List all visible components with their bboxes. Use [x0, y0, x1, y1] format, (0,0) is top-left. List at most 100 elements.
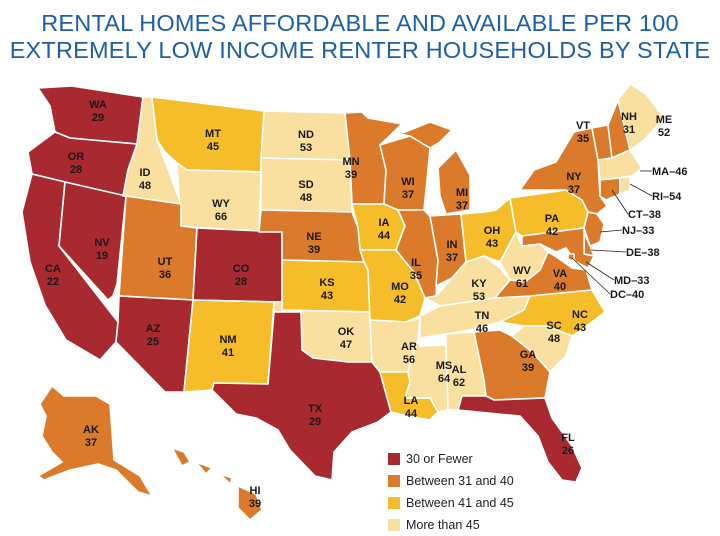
state-value-SD: 48: [300, 192, 312, 204]
legend: 30 or Fewer Between 31 and 40 Between 41…: [388, 448, 558, 536]
state-value-NY: 37: [568, 184, 580, 196]
legend-swatch: [388, 453, 400, 465]
state-TX[interactable]: [211, 311, 392, 481]
state-value-WY: 66: [215, 211, 227, 223]
state-RI[interactable]: [619, 176, 631, 195]
leader-lines: [571, 170, 653, 295]
state-abbr-NV: NV: [94, 237, 110, 249]
state-value-AL: 62: [453, 377, 465, 389]
state-value-NV: 19: [96, 250, 108, 262]
state-abbr-NM: NM: [219, 334, 236, 346]
state-abbr-FL: FL: [561, 432, 575, 444]
state-abbr-WA: WA: [89, 99, 107, 111]
state-value-VA: 40: [554, 281, 566, 293]
state-GA[interactable]: [473, 329, 551, 401]
state-abbr-NY: NY: [566, 171, 582, 183]
state-abbr-MS: MS: [436, 360, 453, 372]
legend-swatch: [388, 519, 400, 531]
state-value-IL: 35: [410, 270, 422, 282]
state-value-KS: 43: [321, 290, 333, 302]
state-abbr-MN: MN: [342, 156, 359, 168]
state-callout-RI: RI–54: [652, 191, 682, 203]
state-abbr-UT: UT: [158, 256, 173, 268]
state-NM[interactable]: [183, 299, 275, 393]
state-abbr-VA: VA: [553, 268, 568, 280]
state-value-MS: 64: [438, 373, 451, 385]
state-callout-NJ: NJ–33: [622, 225, 654, 237]
state-value-AK: 37: [85, 437, 97, 449]
state-value-MI: 37: [456, 200, 468, 212]
legend-label: Between 31 and 40: [406, 474, 514, 488]
title-line-1: RENTAL HOMES AFFORDABLE AND AVAILABLE PE…: [41, 10, 679, 36]
state-abbr-OR: OR: [68, 151, 85, 163]
map-title: RENTAL HOMES AFFORDABLE AND AVAILABLE PE…: [0, 10, 720, 64]
state-abbr-GA: GA: [520, 349, 537, 361]
state-abbr-AR: AR: [401, 341, 417, 353]
state-value-HI: 39: [249, 498, 261, 510]
state-abbr-CA: CA: [45, 263, 61, 275]
state-CT[interactable]: [599, 177, 621, 201]
state-abbr-ID: ID: [140, 167, 151, 179]
state-value-ND: 53: [300, 142, 312, 154]
state-abbr-HI: HI: [250, 485, 261, 497]
state-value-MT: 45: [207, 141, 219, 153]
legend-label: 30 or Fewer: [406, 452, 473, 466]
state-value-TX: 29: [309, 416, 321, 428]
state-value-CA: 22: [47, 276, 59, 288]
state-value-FL: 26: [562, 445, 574, 457]
state-abbr-KS: KS: [319, 277, 334, 289]
state-abbr-NC: NC: [572, 309, 588, 321]
state-value-AZ: 25: [147, 336, 159, 348]
state-abbr-IA: IA: [379, 217, 390, 229]
state-value-MO: 42: [394, 294, 406, 306]
state-abbr-IL: IL: [411, 257, 421, 269]
state-abbr-CO: CO: [233, 263, 250, 275]
state-AK[interactable]: [37, 385, 153, 497]
state-value-OH: 43: [486, 238, 498, 250]
state-value-WI: 37: [402, 189, 414, 201]
state-value-TN: 46: [476, 323, 488, 335]
state-value-LA: 44: [405, 408, 418, 420]
legend-swatch: [388, 497, 400, 509]
state-abbr-AK: AK: [83, 424, 99, 436]
state-value-GA: 39: [522, 362, 534, 374]
state-abbr-SD: SD: [298, 179, 313, 191]
state-abbr-NE: NE: [306, 231, 321, 243]
state-abbr-OK: OK: [338, 326, 355, 338]
state-callout-MA: MA–46: [652, 166, 687, 178]
state-abbr-WV: WV: [513, 265, 531, 277]
state-value-IN: 37: [446, 252, 458, 264]
state-abbr-ND: ND: [298, 129, 314, 141]
state-value-NH: 31: [623, 124, 635, 136]
state-value-OK: 47: [340, 339, 352, 351]
state-FL[interactable]: [457, 395, 583, 483]
state-abbr-OH: OH: [484, 225, 501, 237]
title-line-2: EXTREMELY LOW INCOME RENTER HOUSEHOLDS B…: [9, 37, 711, 63]
state-value-ME: 52: [658, 127, 670, 139]
state-value-PA: 42: [546, 226, 558, 238]
state-abbr-IN: IN: [447, 239, 458, 251]
state-abbr-AZ: AZ: [146, 323, 161, 335]
state-value-WV: 61: [516, 278, 528, 290]
state-value-ID: 48: [139, 180, 151, 192]
state-value-MN: 39: [345, 169, 357, 181]
state-value-IA: 44: [378, 230, 391, 242]
state-callout-MD: MD–33: [614, 275, 649, 287]
state-abbr-WI: WI: [401, 176, 414, 188]
state-abbr-NH: NH: [621, 111, 637, 123]
state-MI[interactable]: [399, 121, 471, 215]
state-value-WA: 29: [92, 112, 104, 124]
state-value-KY: 53: [473, 291, 485, 303]
state-abbr-ME: ME: [656, 114, 673, 126]
state-abbr-MI: MI: [456, 187, 468, 199]
state-HI[interactable]: [171, 447, 263, 521]
legend-item-31-to-40: Between 31 and 40: [388, 470, 558, 492]
legend-label: More than 45: [406, 518, 480, 532]
state-callout-DC: DC–40: [610, 289, 644, 301]
state-abbr-AL: AL: [452, 364, 467, 376]
state-value-VT: 35: [577, 133, 589, 145]
legend-swatch: [388, 475, 400, 487]
state-value-AR: 56: [403, 354, 415, 366]
state-callout-CT: CT–38: [628, 209, 661, 221]
state-abbr-WY: WY: [212, 198, 230, 210]
